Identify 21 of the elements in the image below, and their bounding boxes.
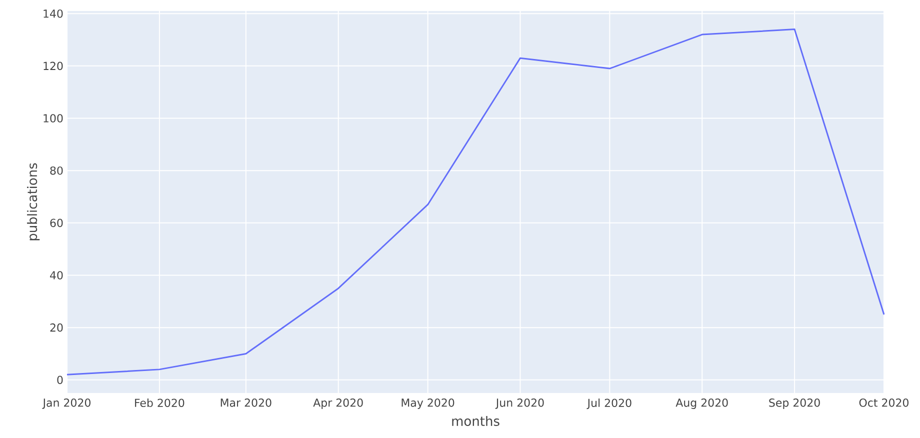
x-tick-label: Mar 2020: [220, 398, 272, 407]
x-tick-label: Oct 2020: [859, 398, 908, 407]
x-tick-label: Sep 2020: [769, 398, 820, 409]
x-tick-label: Jul 2020: [586, 398, 632, 410]
x-tick-label: Jan 2020: [42, 398, 90, 409]
x-axis-title: months: [452, 416, 500, 426]
x-tick-label: May 2020: [402, 398, 454, 409]
y-tick-label: 40: [50, 271, 63, 280]
x-tick-label: Aug 2020: [676, 398, 728, 409]
y-tick-label: 120: [44, 62, 63, 70]
line-series: [66, 28, 885, 376]
y-tick-label: 0: [57, 376, 63, 384]
y-tick-label: 80: [50, 166, 63, 175]
y-tick-label: 20: [50, 323, 63, 332]
x-tick-label: Apr 2020: [313, 398, 363, 409]
y-tick-label: 60: [50, 218, 63, 228]
x-tick-label: Feb 2020: [135, 398, 184, 408]
x-tick-label: Jun 2020: [495, 398, 544, 409]
y-tick-label: 140: [44, 9, 63, 18]
y-tick-label: 100: [44, 114, 63, 122]
y-axis-title: publications: [27, 163, 40, 240]
